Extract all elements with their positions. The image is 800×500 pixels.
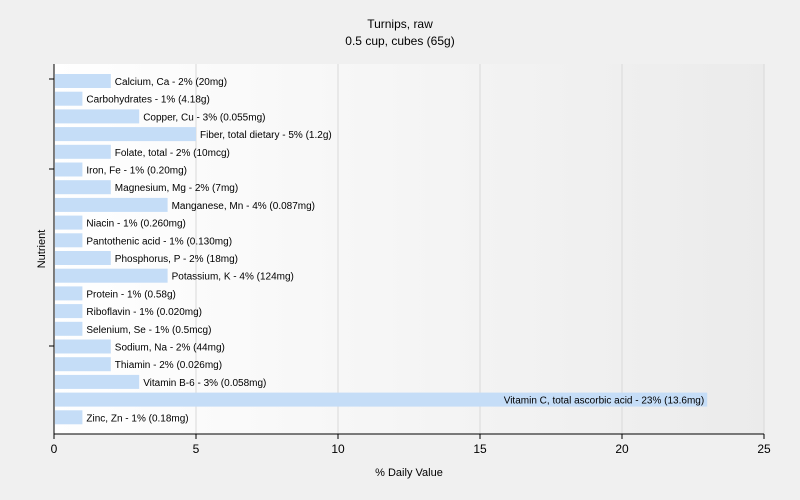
bar-labels: Calcium, Ca - 2% (20mg) Carbohydrates - 1… [86, 77, 704, 424]
x-ticks: 0 5 10 15 20 25 [49, 78, 771, 456]
bar-data-label: Sodium, Na - 2% (44mg) [115, 343, 225, 354]
bar-data-label: Iron, Fe - 1% (0.20mg) [86, 166, 187, 177]
bar-data-label: Riboflavin - 1% (0.020mg) [86, 307, 202, 318]
x-tick-label: 10 [331, 442, 345, 456]
x-tick-label: 5 [193, 442, 200, 456]
bar-data-label: Phosphorus, P - 2% (18mg) [115, 254, 238, 265]
bar [55, 286, 83, 301]
bar [55, 251, 111, 265]
bar-data-label: Potassium, K - 4% (124mg) [172, 272, 294, 283]
bar [55, 127, 196, 142]
bar-data-label: Magnesium, Mg - 2% (7mg) [115, 183, 238, 194]
bar [55, 357, 111, 372]
chart-title: Turnips, raw [367, 17, 433, 31]
gridlines [195, 64, 765, 434]
y-axis-title: Nutrient [36, 230, 48, 269]
plot-area [54, 64, 764, 434]
x-tick-label: 20 [615, 442, 629, 456]
x-tick-label: 0 [51, 442, 58, 456]
bar-data-label: Pantothenic acid - 1% (0.130mg) [86, 236, 232, 247]
bar [55, 180, 111, 195]
chart-subtitle: 0.5 cup, cubes (65g) [345, 34, 454, 48]
bar [55, 392, 708, 407]
bar-data-label: Calcium, Ca - 2% (20mg) [115, 77, 227, 88]
bar-data-label: Protein - 1% (0.58g) [86, 289, 175, 300]
axes [53, 64, 764, 435]
bar [55, 321, 83, 336]
bars [55, 74, 708, 425]
bar-data-label: Carbohydrates - 1% (4.18g) [86, 95, 209, 106]
bar-data-label: Vitamin C, total ascorbic acid - 23% (13… [504, 396, 704, 407]
bar [55, 233, 83, 248]
bar-data-label: Zinc, Zn - 1% (0.18mg) [86, 413, 188, 424]
bar-data-label: Vitamin B-6 - 3% (0.058mg) [143, 378, 266, 389]
bar [55, 410, 83, 425]
bar [55, 74, 111, 88]
bar [55, 162, 83, 177]
x-axis-title: % Daily Value [375, 467, 443, 479]
x-tick-label: 15 [473, 442, 487, 456]
bar-data-label: Niacin - 1% (0.260mg) [86, 219, 185, 230]
bar [55, 144, 111, 159]
bar [55, 215, 83, 230]
bar-data-label: Folate, total - 2% (10mcg) [115, 148, 230, 159]
bar [55, 268, 168, 283]
bar-data-label: Manganese, Mn - 4% (0.087mg) [172, 201, 315, 212]
bar [55, 109, 140, 124]
x-tick-label: 25 [757, 442, 771, 456]
bar [55, 197, 168, 212]
bar-data-label: Fiber, total dietary - 5% (1.2g) [200, 130, 332, 141]
bar-data-label: Copper, Cu - 3% (0.055mg) [143, 112, 265, 123]
bar [55, 339, 111, 354]
bar-data-label: Thiamin - 2% (0.026mg) [115, 360, 222, 371]
bar [55, 91, 83, 106]
bar [55, 304, 83, 319]
bar-data-label: Selenium, Se - 1% (0.5mcg) [86, 325, 211, 336]
bar [55, 374, 140, 389]
